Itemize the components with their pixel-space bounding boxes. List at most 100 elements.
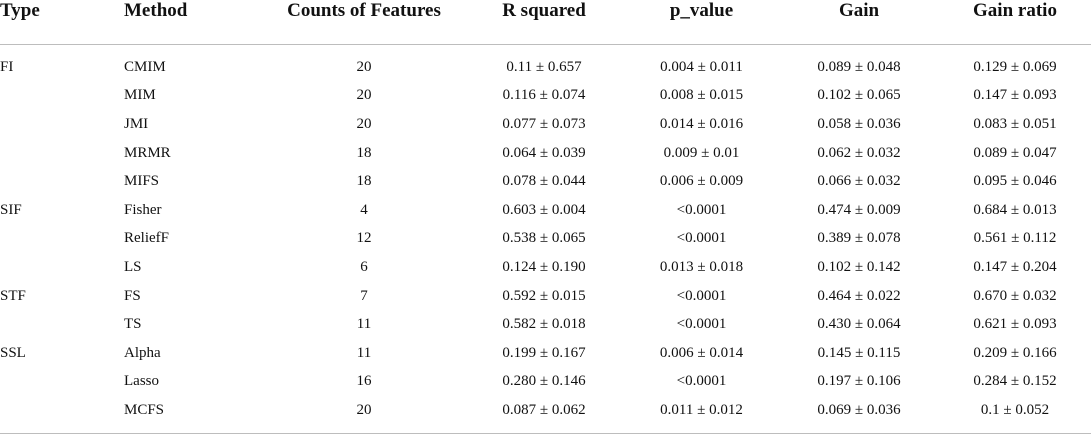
cell-type xyxy=(0,225,124,254)
table-row: Lasso 16 0.280 ± 0.146 <0.0001 0.197 ± 0.106… xyxy=(0,368,1091,397)
cell-counts: 20 xyxy=(356,401,372,418)
cell-p-value: <0.0001 xyxy=(676,316,727,333)
header-r-squared: R squared xyxy=(502,0,586,21)
cell-gain: 0.464 ± 0.022 xyxy=(817,287,901,304)
header-rule xyxy=(0,31,1091,45)
header-p-value: p_value xyxy=(669,0,734,21)
cell-counts: 16 xyxy=(356,373,372,390)
cell-counts: 18 xyxy=(356,173,372,190)
cell-gain-ratio: 0.1 ± 0.052 xyxy=(980,401,1050,418)
header-gain: Gain xyxy=(838,0,880,21)
cell-gain-ratio: 0.670 ± 0.032 xyxy=(973,287,1057,304)
cell-gain-ratio: 0.284 ± 0.152 xyxy=(973,373,1057,390)
cell-counts: 20 xyxy=(356,87,372,104)
table-row: STF FS 7 0.592 ± 0.015 <0.0001 0.464 ± 0.022 0… xyxy=(0,282,1091,311)
cell-method: Fisher xyxy=(124,201,162,218)
cell-method: MRMR xyxy=(124,144,171,161)
bottom-rule xyxy=(0,433,1091,434)
cell-r-squared: 0.538 ± 0.065 xyxy=(502,230,586,247)
cell-r-squared: 0.603 ± 0.004 xyxy=(502,201,586,218)
cell-type xyxy=(0,82,124,111)
cell-r-squared: 0.064 ± 0.039 xyxy=(502,144,586,161)
cell-type: STF xyxy=(0,287,26,304)
table-row: FI CMIM 20 0.11 ± 0.657 0.004 ± 0.011 0.089 ±… xyxy=(0,53,1091,82)
table-body: FI CMIM 20 0.11 ± 0.657 0.004 ± 0.011 0.089 ±… xyxy=(0,53,1091,425)
cell-counts: 11 xyxy=(356,344,372,361)
cell-gain: 0.430 ± 0.064 xyxy=(817,316,901,333)
cell-method: LS xyxy=(124,258,142,275)
cell-counts: 7 xyxy=(360,287,368,304)
cell-type xyxy=(0,368,124,397)
table-row: MRMR 18 0.064 ± 0.039 0.009 ± 0.01 0.062 ± 0… xyxy=(0,139,1091,168)
cell-p-value: 0.014 ± 0.016 xyxy=(659,115,744,132)
table-row: JMI 20 0.077 ± 0.073 0.014 ± 0.016 0.058 ± 0… xyxy=(0,110,1091,139)
cell-p-value: 0.008 ± 0.015 xyxy=(659,87,744,104)
cell-gain: 0.389 ± 0.078 xyxy=(817,230,901,247)
header-method: Method xyxy=(124,0,188,21)
cell-type xyxy=(0,310,124,339)
cell-gain: 0.474 ± 0.009 xyxy=(817,201,901,218)
cell-method: FS xyxy=(124,287,141,304)
cell-counts: 6 xyxy=(360,258,368,275)
cell-type: FI xyxy=(0,58,14,75)
cell-type xyxy=(0,139,124,168)
cell-counts: 4 xyxy=(360,201,368,218)
cell-gain: 0.058 ± 0.036 xyxy=(817,115,901,132)
cell-gain-ratio: 0.129 ± 0.069 xyxy=(973,58,1057,75)
cell-method: MIM xyxy=(124,87,156,104)
cell-counts: 12 xyxy=(356,230,372,247)
cell-gain-ratio: 0.083 ± 0.051 xyxy=(973,115,1057,132)
cell-p-value: <0.0001 xyxy=(676,373,727,390)
cell-p-value: <0.0001 xyxy=(676,287,727,304)
cell-gain-ratio: 0.684 ± 0.013 xyxy=(973,201,1057,218)
cell-method: Lasso xyxy=(124,373,159,390)
header-row: Type Method Counts of Features R squared… xyxy=(0,0,1091,31)
header-counts: Counts of Features xyxy=(287,0,441,21)
table-row: LS 6 0.124 ± 0.190 0.013 ± 0.018 0.102 ± 0.1… xyxy=(0,253,1091,282)
cell-p-value: 0.004 ± 0.011 xyxy=(660,58,743,75)
cell-method: JMI xyxy=(124,115,149,132)
results-table: Type Method Counts of Features R squared… xyxy=(0,0,1091,425)
cell-p-value: 0.011 ± 0.012 xyxy=(660,401,743,418)
cell-gain-ratio: 0.621 ± 0.093 xyxy=(973,316,1057,333)
cell-gain-ratio: 0.209 ± 0.166 xyxy=(973,344,1057,361)
cell-r-squared: 0.087 ± 0.062 xyxy=(502,401,586,418)
table-header: Type Method Counts of Features R squared… xyxy=(0,0,1091,53)
cell-method: ReliefF xyxy=(124,230,169,247)
cell-gain: 0.066 ± 0.032 xyxy=(817,173,901,190)
cell-method: MCFS xyxy=(124,401,165,418)
cell-p-value: 0.006 ± 0.009 xyxy=(659,173,744,190)
cell-type: SIF xyxy=(0,201,22,218)
cell-p-value: <0.0001 xyxy=(676,201,727,218)
cell-r-squared: 0.582 ± 0.018 xyxy=(502,316,586,333)
cell-counts: 18 xyxy=(356,144,372,161)
cell-type xyxy=(0,396,124,425)
cell-gain-ratio: 0.561 ± 0.112 xyxy=(973,230,1057,247)
cell-r-squared: 0.199 ± 0.167 xyxy=(502,344,586,361)
cell-gain: 0.069 ± 0.036 xyxy=(817,401,901,418)
cell-p-value: 0.006 ± 0.014 xyxy=(659,344,744,361)
cell-counts: 20 xyxy=(356,58,372,75)
cell-gain: 0.102 ± 0.142 xyxy=(817,258,901,275)
cell-p-value: <0.0001 xyxy=(676,230,727,247)
cell-r-squared: 0.592 ± 0.015 xyxy=(502,287,586,304)
cell-counts: 20 xyxy=(356,115,372,132)
table-row: MIM 20 0.116 ± 0.074 0.008 ± 0.015 0.102 ± 0… xyxy=(0,82,1091,111)
cell-gain: 0.062 ± 0.032 xyxy=(817,144,901,161)
cell-gain-ratio: 0.095 ± 0.046 xyxy=(973,173,1057,190)
cell-gain-ratio: 0.147 ± 0.204 xyxy=(973,258,1057,275)
table-row: TS 11 0.582 ± 0.018 <0.0001 0.430 ± 0.064 0.6… xyxy=(0,310,1091,339)
cell-r-squared: 0.078 ± 0.044 xyxy=(502,173,586,190)
cell-r-squared: 0.11 ± 0.657 xyxy=(506,58,582,75)
table-row: SSL Alpha 11 0.199 ± 0.167 0.006 ± 0.014 0.14… xyxy=(0,339,1091,368)
table-row: MIFS 18 0.078 ± 0.044 0.006 ± 0.009 0.066 ± … xyxy=(0,167,1091,196)
cell-r-squared: 0.116 ± 0.074 xyxy=(502,87,586,104)
cell-gain-ratio: 0.089 ± 0.047 xyxy=(973,144,1057,161)
cell-type xyxy=(0,167,124,196)
cell-method: TS xyxy=(124,316,142,333)
table-row: MCFS 20 0.087 ± 0.062 0.011 ± 0.012 0.069 ± … xyxy=(0,396,1091,425)
cell-type xyxy=(0,110,124,139)
header-type: Type xyxy=(0,0,40,21)
table-row: SIF Fisher 4 0.603 ± 0.004 <0.0001 0.474 ± 0.… xyxy=(0,196,1091,225)
cell-counts: 11 xyxy=(356,316,372,333)
